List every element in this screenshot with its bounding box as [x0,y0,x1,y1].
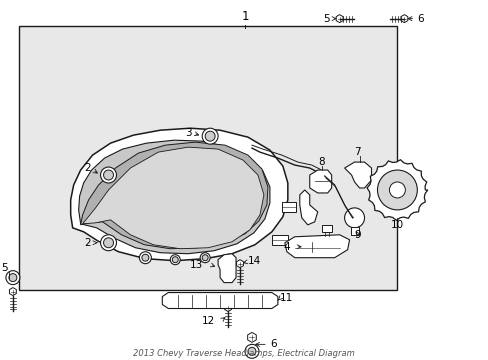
Bar [350,227,358,235]
Polygon shape [224,303,231,311]
Text: 5: 5 [323,14,329,24]
Text: 4: 4 [283,242,289,252]
Text: 2013 Chevy Traverse Headlamps, Electrical Diagram: 2013 Chevy Traverse Headlamps, Electrica… [133,349,354,358]
Circle shape [139,252,151,264]
Polygon shape [236,260,243,268]
Polygon shape [81,142,267,249]
Polygon shape [299,190,317,225]
Polygon shape [71,128,287,261]
Circle shape [205,131,215,141]
Text: 8: 8 [318,157,325,167]
Circle shape [142,254,148,261]
Circle shape [6,271,20,285]
Text: 11: 11 [279,293,292,302]
Text: 6: 6 [269,339,276,349]
Polygon shape [321,225,331,232]
Text: 9: 9 [353,230,360,240]
Circle shape [172,257,178,263]
Polygon shape [82,147,264,249]
Polygon shape [285,235,349,258]
Circle shape [377,170,416,210]
Text: 13: 13 [189,260,203,270]
Polygon shape [79,140,269,254]
Polygon shape [400,15,407,23]
Polygon shape [335,15,343,23]
Polygon shape [9,288,16,296]
Text: 12: 12 [202,316,215,327]
Text: 10: 10 [390,220,403,230]
Circle shape [103,238,113,248]
Polygon shape [309,170,331,193]
Circle shape [202,255,208,261]
Polygon shape [366,160,427,220]
Bar [271,235,287,245]
Text: 1: 1 [241,10,248,23]
Polygon shape [344,162,371,188]
Text: 14: 14 [247,256,261,266]
Circle shape [202,128,218,144]
Circle shape [388,182,405,198]
Circle shape [170,255,180,265]
Polygon shape [247,332,256,342]
Circle shape [344,208,364,228]
Text: 2: 2 [84,238,90,248]
Polygon shape [218,254,236,283]
Circle shape [247,347,255,355]
Circle shape [101,235,116,251]
Text: 3: 3 [185,128,192,138]
Circle shape [200,253,210,263]
Bar [281,202,295,212]
Text: 2: 2 [84,163,90,173]
Circle shape [244,345,259,358]
Text: 7: 7 [353,147,360,157]
Circle shape [103,170,113,180]
Polygon shape [304,242,319,252]
Text: 6: 6 [416,14,423,24]
Circle shape [9,274,17,282]
Bar [19,26,397,289]
Circle shape [101,167,116,183]
Polygon shape [162,293,277,309]
Text: 5: 5 [1,263,8,273]
